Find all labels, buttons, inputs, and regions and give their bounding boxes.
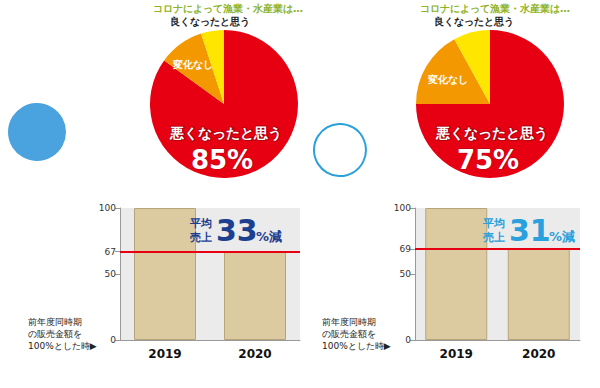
svg-text:33: 33 (216, 213, 258, 248)
svg-text:69: 69 (400, 244, 412, 254)
svg-text:前年度同時期: 前年度同時期 (28, 317, 82, 327)
svg-text:平均: 平均 (189, 217, 212, 230)
svg-text:100: 100 (394, 203, 411, 213)
svg-text:の販売金額を: の販売金額を (322, 329, 376, 339)
svg-text:2019: 2019 (148, 347, 181, 361)
svg-text:売上: 売上 (190, 231, 212, 244)
svg-text:%減: %減 (256, 229, 282, 244)
svg-text:コロナによって漁業・水産業は…: コロナによって漁業・水産業は… (153, 3, 303, 14)
svg-text:悪くなったと思う: 悪くなったと思う (435, 125, 548, 142)
svg-text:0: 0 (110, 335, 116, 345)
svg-text:%減: %減 (549, 229, 575, 244)
svg-text:前年度同時期: 前年度同時期 (322, 317, 376, 327)
svg-text:良くなったと思う: 良くなったと思う (434, 16, 514, 28)
svg-text:100: 100 (99, 203, 116, 213)
svg-text:31: 31 (509, 213, 551, 248)
svg-text:平均: 平均 (482, 217, 505, 230)
svg-text:コロナによって漁業・水産業は…: コロナによって漁業・水産業は… (420, 3, 570, 14)
svg-text:の販売金額を: の販売金額を (28, 329, 82, 339)
svg-text:100%とした時▶: 100%とした時▶ (28, 341, 97, 351)
svg-text:変化なし: 変化なし (427, 74, 468, 86)
svg-text:2020: 2020 (238, 347, 271, 361)
svg-text:悪くなったと思う: 悪くなったと思う (169, 125, 282, 142)
svg-text:75%: 75% (457, 145, 519, 175)
svg-text:変化なし: 変化なし (172, 59, 213, 71)
svg-text:2019: 2019 (440, 347, 473, 361)
svg-text:0: 0 (405, 335, 411, 345)
svg-text:2020: 2020 (522, 347, 555, 361)
svg-text:67: 67 (105, 247, 116, 257)
svg-text:50: 50 (400, 269, 412, 279)
svg-text:100%とした時▶: 100%とした時▶ (322, 341, 391, 351)
svg-text:良くなったと思う: 良くなったと思う (170, 16, 250, 28)
svg-text:85%: 85% (191, 145, 253, 175)
svg-text:売上: 売上 (483, 231, 505, 244)
svg-text:50: 50 (105, 269, 117, 279)
